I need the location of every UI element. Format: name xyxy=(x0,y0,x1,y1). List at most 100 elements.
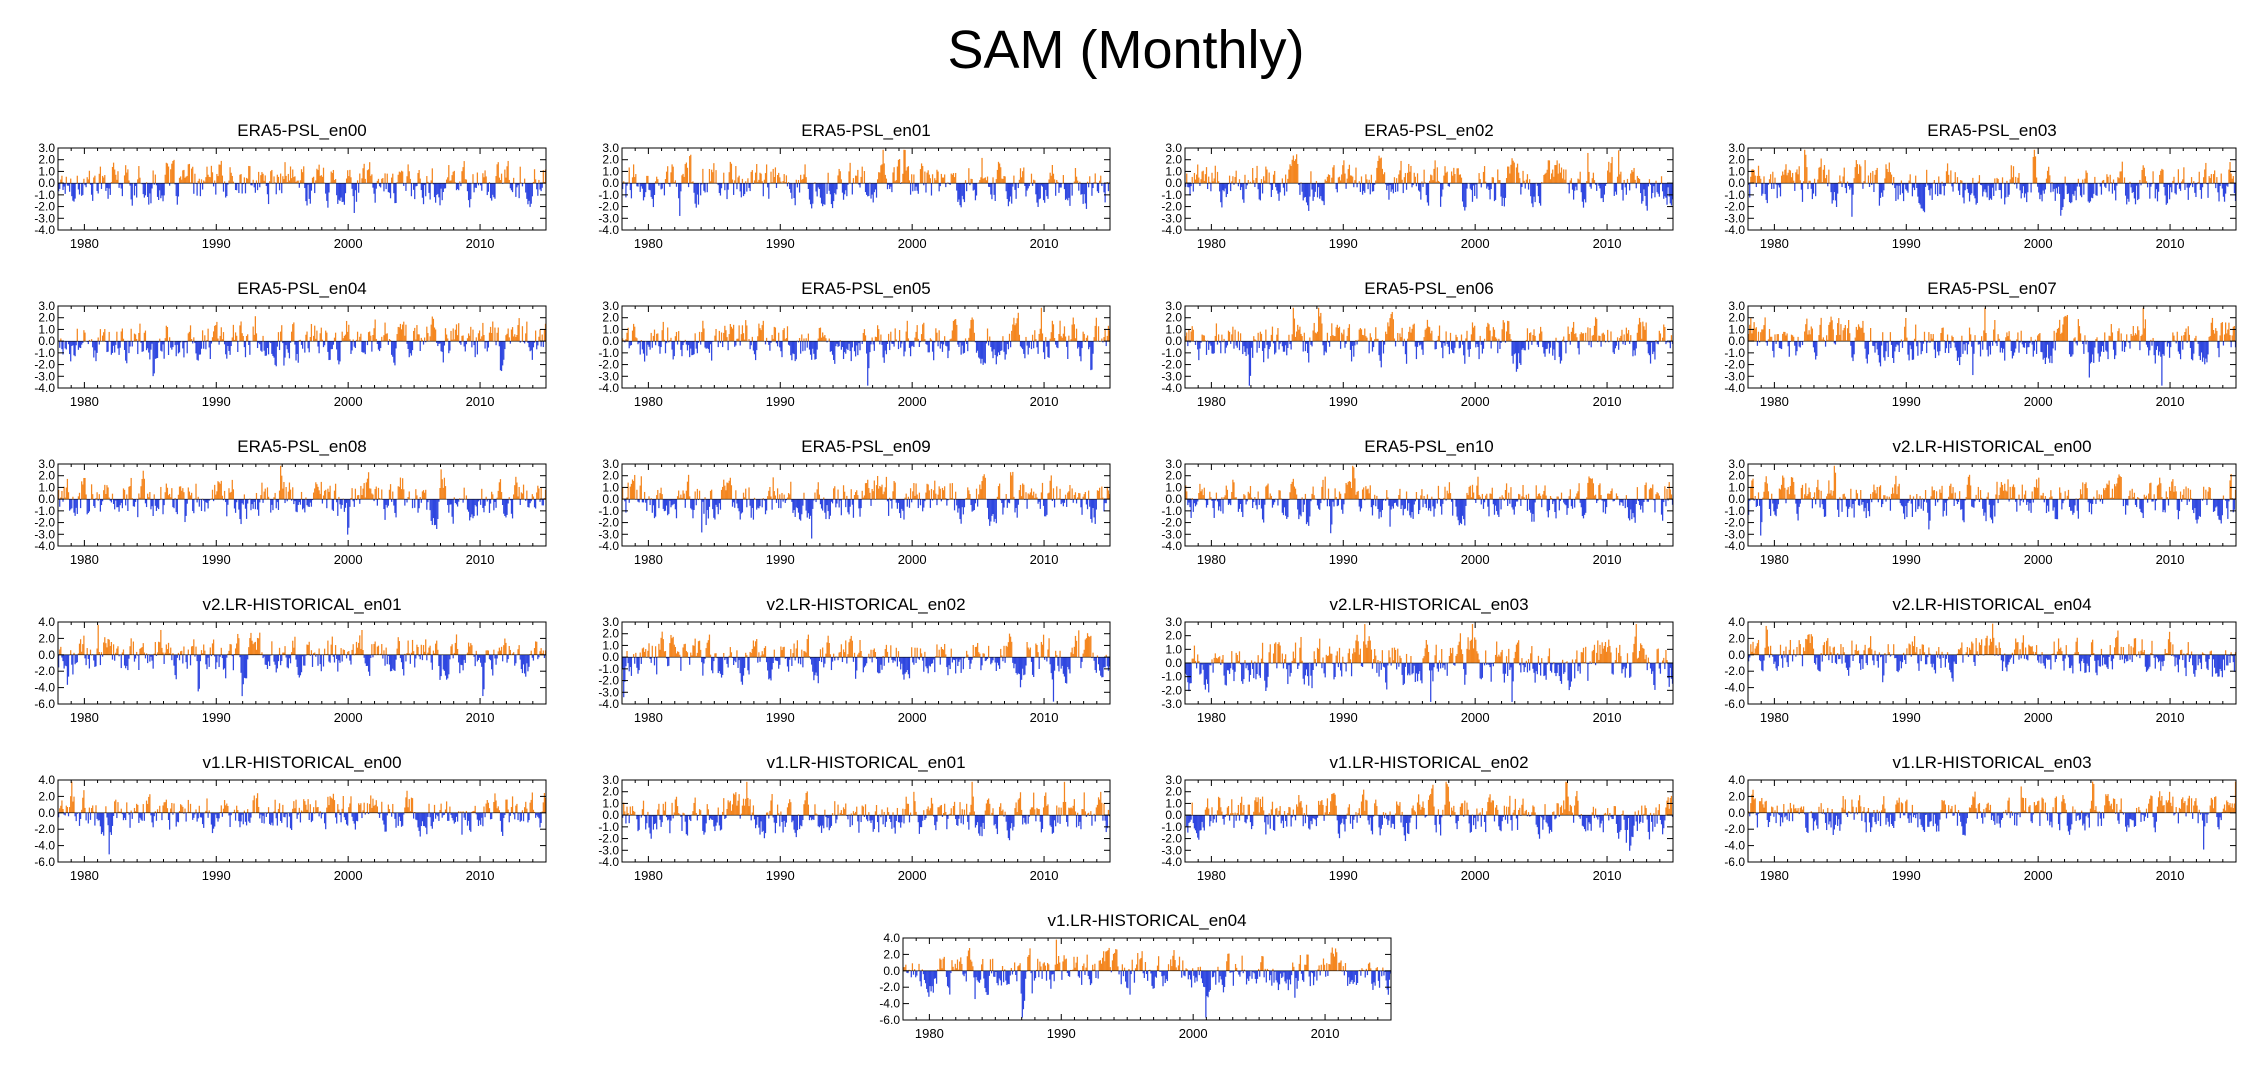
bar xyxy=(1323,183,1325,206)
bar xyxy=(1275,341,1277,353)
bar xyxy=(1004,341,1006,360)
bar xyxy=(868,341,870,369)
bar xyxy=(718,183,720,193)
bar xyxy=(1620,171,1622,184)
bar xyxy=(1930,183,1932,189)
y-tick-label: -3.0 xyxy=(34,369,55,383)
bar xyxy=(354,341,357,349)
bar xyxy=(711,169,713,184)
x-tick-label: 1990 xyxy=(1892,394,1921,409)
bar xyxy=(901,341,903,344)
bar xyxy=(811,183,813,209)
bar xyxy=(1356,341,1358,345)
bar xyxy=(154,341,156,359)
panel: ERA5-PSL_en043.02.01.00.0-1.0-2.0-3.0-4.… xyxy=(34,279,547,409)
bar xyxy=(465,179,468,184)
bar xyxy=(1545,172,1547,184)
plot-frame xyxy=(621,147,1111,231)
bar xyxy=(459,181,461,184)
bar xyxy=(1852,183,1854,195)
bar xyxy=(1853,341,1855,355)
bar xyxy=(1837,183,1839,194)
bar xyxy=(1097,183,1100,194)
bar xyxy=(453,497,455,500)
bar xyxy=(1463,341,1465,356)
bar xyxy=(1560,167,1563,184)
bar xyxy=(1554,165,1556,184)
bar xyxy=(1834,183,1837,201)
bar xyxy=(1389,183,1391,186)
bar xyxy=(789,183,791,190)
bar xyxy=(142,341,144,352)
bar xyxy=(533,169,536,184)
bar xyxy=(303,166,305,184)
bar xyxy=(347,331,349,342)
bar xyxy=(1246,183,1248,186)
bar xyxy=(2149,183,2151,199)
bar xyxy=(742,183,745,197)
bar xyxy=(683,341,685,343)
bar xyxy=(2096,337,2098,342)
bar xyxy=(400,329,403,342)
bar xyxy=(366,341,369,346)
bar xyxy=(1937,341,1939,352)
bar xyxy=(305,183,307,202)
y-tick-label: 0.0 xyxy=(602,176,619,190)
bar xyxy=(1943,340,1945,342)
bar xyxy=(1865,341,1867,359)
bar xyxy=(470,183,472,200)
bar xyxy=(780,181,782,184)
bar xyxy=(1520,341,1522,365)
bar xyxy=(295,181,297,184)
bar xyxy=(369,331,371,342)
bar xyxy=(388,339,391,342)
bar xyxy=(309,337,311,342)
bar xyxy=(1220,183,1222,203)
bar xyxy=(883,341,885,363)
bar xyxy=(129,341,131,347)
bar xyxy=(147,341,149,349)
bar xyxy=(1897,341,1899,346)
bar xyxy=(1638,178,1641,184)
bar xyxy=(2065,316,2067,342)
bar xyxy=(153,494,155,500)
bar xyxy=(1281,178,1283,184)
bar xyxy=(2176,183,2178,185)
bar xyxy=(1647,183,1649,187)
bar xyxy=(742,333,745,342)
bar xyxy=(1531,183,1533,204)
bar xyxy=(1518,172,1520,184)
bar xyxy=(2078,326,2081,342)
bar xyxy=(339,183,341,201)
bar xyxy=(1264,341,1266,349)
bar xyxy=(1990,341,1993,342)
bar xyxy=(673,341,675,357)
bar xyxy=(707,341,709,350)
bar xyxy=(125,499,127,506)
bar xyxy=(1611,156,1613,184)
bar xyxy=(267,496,270,500)
bar xyxy=(533,499,536,508)
bar xyxy=(539,329,541,342)
bar xyxy=(903,341,905,357)
bar xyxy=(724,325,726,342)
bar xyxy=(228,180,230,184)
bar xyxy=(418,170,420,184)
bar xyxy=(1939,341,1941,352)
bar xyxy=(1323,341,1325,356)
bar xyxy=(850,341,852,362)
bar xyxy=(536,341,538,350)
bar xyxy=(1955,341,1957,351)
bar xyxy=(485,341,487,343)
bar xyxy=(371,174,373,184)
bar xyxy=(649,341,651,350)
bar xyxy=(484,499,486,506)
bar xyxy=(61,175,63,184)
bar xyxy=(2162,169,2164,184)
bar-series xyxy=(622,471,1111,539)
bar xyxy=(1078,341,1080,348)
bar xyxy=(1313,183,1315,197)
bar xyxy=(1537,183,1540,197)
bar xyxy=(772,168,774,184)
bar xyxy=(1670,335,1673,342)
